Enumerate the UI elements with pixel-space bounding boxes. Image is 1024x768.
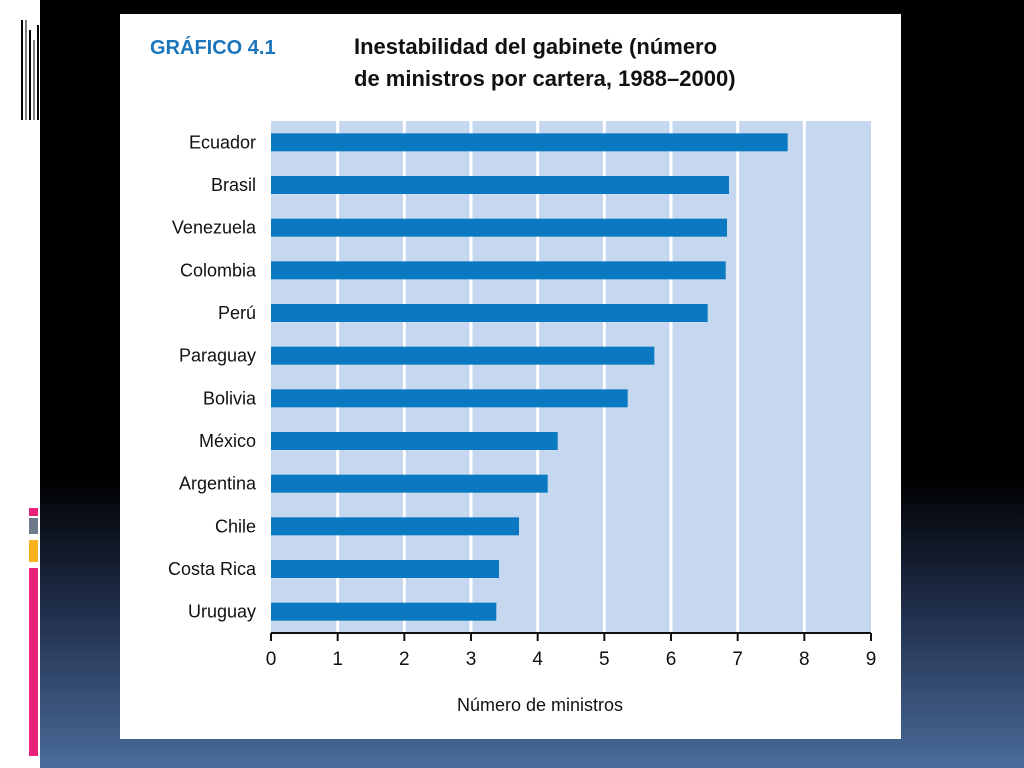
x-tick-label: 4 xyxy=(532,649,543,670)
bar xyxy=(271,218,727,237)
x-tick-label: 6 xyxy=(666,649,677,670)
bar-chart: GRÁFICO 4.1 Inestabilidad del gabinete (… xyxy=(150,34,877,715)
bars-group xyxy=(271,133,788,621)
category-label: Colombia xyxy=(180,260,257,280)
accent-bar-yellow xyxy=(29,540,38,562)
plot-area xyxy=(271,121,871,633)
bar xyxy=(271,133,788,152)
x-tick-label: 9 xyxy=(866,649,877,670)
category-label: Perú xyxy=(218,303,256,323)
bar xyxy=(271,432,558,450)
x-tick-label: 5 xyxy=(599,649,610,670)
category-label: Paraguay xyxy=(179,346,256,366)
category-label: México xyxy=(199,431,256,451)
bar xyxy=(271,602,497,621)
category-label: Argentina xyxy=(179,474,257,494)
x-tick-label: 3 xyxy=(466,649,477,670)
category-label: Venezuela xyxy=(172,218,257,238)
left-sidebar-panel xyxy=(0,0,40,768)
x-axis: 0 1 2 3 4 5 6 7 8 9 xyxy=(266,632,877,670)
chart-title-line2: de ministros por cartera, 1988–2000) xyxy=(354,66,736,91)
accent-bar-pink xyxy=(29,508,38,516)
decorative-lines-icon xyxy=(21,20,39,120)
bar xyxy=(271,346,655,365)
x-tick-label: 7 xyxy=(732,649,743,670)
x-tick-label: 0 xyxy=(266,649,277,670)
bar xyxy=(271,261,726,280)
category-label: Brasil xyxy=(211,175,256,195)
bar xyxy=(271,176,729,194)
bar xyxy=(271,560,499,578)
category-label: Bolivia xyxy=(203,388,257,408)
x-axis-label: Número de ministros xyxy=(457,695,623,715)
bar xyxy=(271,474,548,493)
category-label: Uruguay xyxy=(188,602,256,622)
bar xyxy=(271,304,708,322)
accent-bar-gray xyxy=(29,518,38,534)
chart-title-line1: Inestabilidad del gabinete (número xyxy=(354,34,717,59)
bar xyxy=(271,389,628,408)
x-tick-label: 2 xyxy=(399,649,410,670)
bar xyxy=(271,517,519,536)
category-labels: Ecuador Brasil Venezuela Colombia Perú Paragu… xyxy=(168,132,257,621)
category-label: Ecuador xyxy=(189,132,256,152)
category-label: Chile xyxy=(215,516,256,536)
figure-label: GRÁFICO 4.1 xyxy=(150,36,276,59)
category-label: Costa Rica xyxy=(168,559,257,579)
x-tick-label: 8 xyxy=(799,649,810,670)
chart-card: GRÁFICO 4.1 Inestabilidad del gabinete (… xyxy=(120,14,901,739)
grid-lines xyxy=(336,121,806,633)
accent-bar-pink-long xyxy=(29,568,38,756)
x-tick-label: 1 xyxy=(332,649,343,670)
